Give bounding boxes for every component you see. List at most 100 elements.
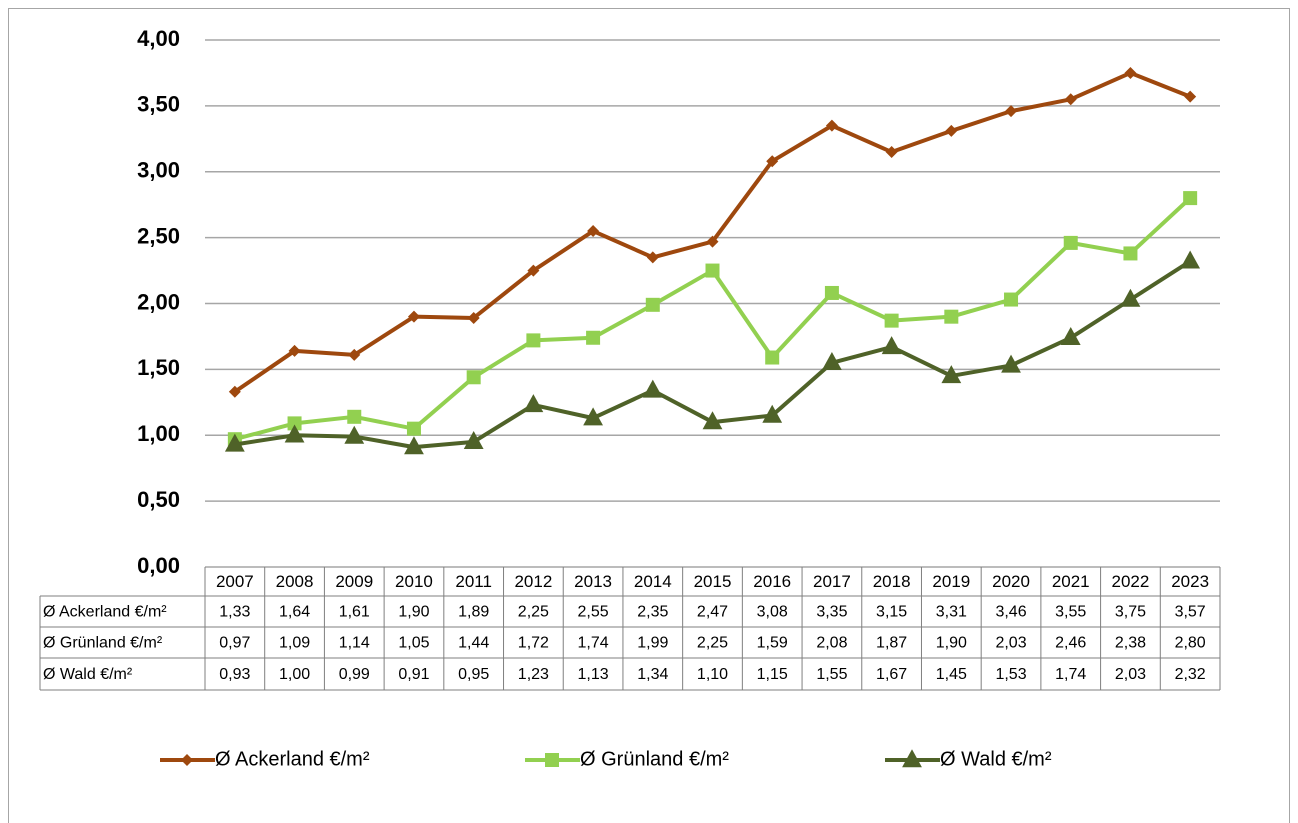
- marker: [884, 313, 899, 328]
- marker: [466, 370, 481, 385]
- marker: [287, 416, 302, 431]
- marker: [1183, 191, 1198, 206]
- legend-label: Ø Wald €/m²: [940, 748, 1052, 770]
- marker: [885, 145, 898, 158]
- data-label: 1,00: [279, 666, 310, 683]
- marker: [526, 333, 541, 348]
- data-label: 3,55: [1055, 604, 1086, 621]
- x-tick-label: 2011: [455, 572, 492, 591]
- x-tick-label: 2008: [276, 572, 314, 591]
- data-label: 0,95: [458, 666, 489, 683]
- marker: [1063, 235, 1078, 250]
- marker: [762, 404, 783, 423]
- chart-border: [8, 8, 1290, 823]
- data-label: 1,74: [1055, 666, 1086, 683]
- marker: [824, 285, 839, 300]
- marker: [1064, 93, 1077, 106]
- y-tick-label: 1,00: [137, 421, 180, 446]
- marker: [1005, 105, 1018, 118]
- data-label: 2,47: [697, 604, 728, 621]
- data-label: 1,53: [995, 666, 1026, 683]
- table-row-label: Ø Wald €/m²: [43, 666, 133, 683]
- data-label: 3,31: [936, 604, 967, 621]
- marker: [702, 411, 723, 430]
- data-label: 1,23: [518, 666, 549, 683]
- x-tick-label: 2007: [216, 572, 254, 591]
- x-tick-label: 2016: [753, 572, 791, 591]
- data-label: 3,57: [1175, 604, 1206, 621]
- data-label: 2,03: [1115, 666, 1146, 683]
- marker: [765, 350, 780, 365]
- x-tick-label: 2023: [1171, 572, 1209, 591]
- line: [233, 70, 1191, 394]
- data-label: 1,99: [637, 635, 668, 652]
- y-tick-label: 0,00: [137, 553, 180, 578]
- marker: [288, 344, 301, 357]
- marker: [463, 431, 484, 450]
- data-label: 2,03: [995, 635, 1026, 652]
- marker: [941, 365, 962, 384]
- y-tick-label: 3,50: [137, 92, 180, 117]
- marker: [1124, 66, 1137, 79]
- data-label: 1,13: [578, 666, 609, 683]
- data-label: 1,15: [757, 666, 788, 683]
- data-label: 0,91: [398, 666, 429, 683]
- data-label: 1,90: [936, 635, 967, 652]
- y-tick-label: 4,00: [137, 26, 180, 51]
- marker: [1060, 326, 1081, 345]
- data-label: 1,61: [339, 604, 370, 621]
- data-label: 3,75: [1115, 604, 1146, 621]
- marker: [527, 264, 540, 277]
- marker: [945, 124, 958, 137]
- marker: [881, 336, 902, 355]
- data-label: 1,87: [876, 635, 907, 652]
- marker: [523, 394, 544, 413]
- y-tick-label: 2,50: [137, 223, 180, 248]
- marker: [705, 263, 720, 278]
- marker: [545, 753, 559, 767]
- marker: [646, 251, 659, 264]
- data-label: 1,64: [279, 604, 310, 621]
- marker: [822, 351, 842, 370]
- legend-label: Ø Ackerland €/m²: [215, 748, 370, 770]
- data-label: 1,89: [458, 604, 489, 621]
- data-label: 0,97: [219, 635, 250, 652]
- data-label: 1,72: [518, 635, 549, 652]
- marker: [224, 433, 245, 452]
- data-label: 1,33: [219, 604, 250, 621]
- data-label: 3,46: [995, 604, 1026, 621]
- data-label: 1,09: [279, 635, 310, 652]
- data-label: 3,15: [876, 604, 907, 621]
- legend-label: Ø Grünland €/m²: [580, 748, 729, 770]
- table-row-label: Ø Grünland €/m²: [43, 635, 163, 652]
- data-label: 1,05: [398, 635, 429, 652]
- marker: [587, 225, 600, 238]
- data-label: 3,35: [816, 604, 847, 621]
- marker: [1123, 246, 1138, 261]
- data-label: 1,45: [936, 666, 967, 683]
- line: [234, 196, 1192, 442]
- x-tick-label: 2019: [932, 572, 970, 591]
- marker: [706, 235, 719, 248]
- marker: [348, 348, 361, 361]
- marker: [467, 311, 480, 324]
- y-tick-label: 2,00: [137, 289, 180, 314]
- marker: [825, 119, 838, 132]
- data-label: 1,14: [339, 635, 370, 652]
- data-label: 2,55: [578, 604, 609, 621]
- data-label: 1,67: [876, 666, 907, 683]
- data-label: 1,90: [398, 604, 429, 621]
- data-label: 3,08: [757, 604, 788, 621]
- marker: [1001, 354, 1021, 373]
- marker: [181, 754, 193, 766]
- data-label: 2,08: [816, 635, 847, 652]
- x-tick-label: 2013: [574, 572, 612, 591]
- marker: [642, 379, 663, 398]
- table-row-label: Ø Ackerland €/m²: [43, 604, 167, 621]
- data-label: 1,44: [458, 635, 489, 652]
- x-tick-label: 2018: [873, 572, 911, 591]
- marker: [347, 409, 362, 424]
- x-tick-label: 2021: [1052, 572, 1090, 591]
- marker: [1184, 90, 1197, 103]
